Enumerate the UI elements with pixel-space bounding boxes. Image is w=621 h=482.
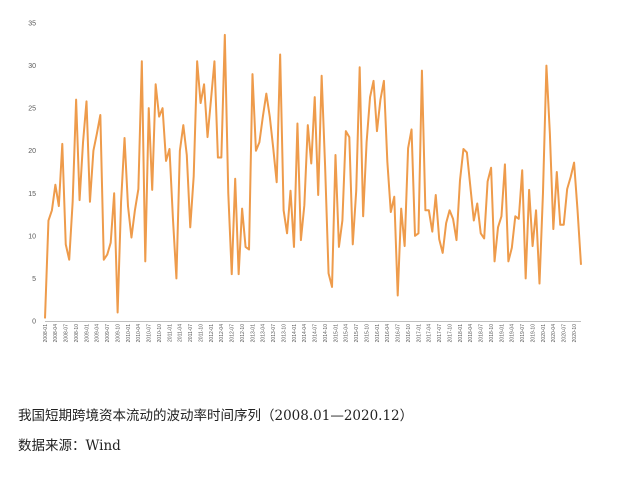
x-tick-label: 2017-07: [437, 324, 443, 343]
x-tick-label: 2018-07: [479, 324, 485, 343]
x-tick-label: 2009-04: [95, 324, 101, 343]
x-tick-label: 2014-01: [292, 324, 298, 343]
x-tick-label: 2014-07: [313, 324, 319, 343]
x-tick-label: 2013-10: [281, 324, 287, 343]
series-line: [44, 33, 582, 319]
x-tick-label: 2009-07: [105, 324, 111, 343]
x-tick-label: 2010-10: [157, 324, 163, 343]
x-tick-label: 2018-10: [489, 324, 495, 343]
y-tick-label: 30: [28, 63, 36, 70]
y-tick-label: 35: [28, 21, 36, 28]
x-tick-label: 2016-04: [385, 324, 391, 343]
x-tick-label: 2020-10: [572, 324, 578, 343]
data-source-note: 数据来源：Wind: [18, 438, 121, 454]
x-tick-label: 2020-04: [551, 324, 557, 343]
x-tick-label: 2017-04: [427, 324, 433, 343]
y-tick-label: 0: [32, 319, 36, 326]
y-tick-label: 10: [28, 233, 36, 240]
x-tick-label: 2012-01: [209, 324, 215, 343]
x-tick-label: 2020-07: [562, 324, 568, 343]
x-tick-label: 2018-04: [468, 324, 474, 343]
x-tick-label: 2016-01: [375, 324, 381, 343]
x-tick-label: 2011-04: [178, 324, 184, 342]
x-tick-label: 2016-07: [396, 324, 402, 343]
x-tick-label: 2015-07: [354, 324, 360, 343]
x-axis-tick-labels: 2008-01 2008-04 2008-07 2008-10 2009-01 2009-…: [43, 324, 578, 343]
x-tick-label: 2012-10: [240, 324, 246, 343]
x-tick-label: 2019-10: [530, 324, 536, 343]
x-tick-label: 2010-07: [147, 324, 153, 343]
x-tick-label: 2013-07: [271, 324, 277, 343]
x-tick-label: 2018-01: [458, 324, 464, 343]
x-tick-label: 2019-04: [510, 324, 516, 343]
x-tick-label: 2008-01: [43, 324, 49, 343]
x-tick-label: 2013-01: [250, 324, 256, 343]
x-tick-label: 2016-10: [406, 324, 412, 343]
x-tick-label: 2014-10: [323, 324, 329, 343]
y-tick-label: 15: [28, 191, 36, 198]
x-tick-label: 2020-01: [541, 324, 547, 343]
y-tick-label: 20: [28, 148, 36, 155]
x-tick-label: 2011-07: [188, 324, 194, 342]
x-tick-label: 2012-07: [230, 324, 236, 343]
x-tick-label: 2011-10: [198, 324, 204, 342]
x-tick-label: 2009-01: [84, 324, 90, 343]
y-tick-label: 5: [32, 276, 36, 283]
y-tick-label: 25: [28, 106, 36, 113]
x-tick-label: 2015-10: [364, 324, 370, 343]
x-tick-label: 2015-01: [333, 324, 339, 343]
x-tick-label: 2010-04: [136, 324, 142, 343]
x-tick-label: 2012-04: [219, 324, 225, 343]
x-tick-label: 2010-01: [126, 324, 132, 343]
x-tick-label: 2019-01: [499, 324, 505, 343]
y-axis-tick-labels: 0 5 10 15 20 25 30 35: [28, 21, 36, 326]
x-tick-label: 2017-10: [447, 324, 453, 343]
x-tick-label: 2009-10: [115, 324, 121, 343]
x-tick-label: 2011-01: [167, 324, 173, 342]
x-tick-label: 2008-10: [74, 324, 80, 343]
x-tick-label: 2017-01: [416, 324, 422, 343]
figure-title: 我国短期跨境资本流动的波动率时间序列（2008.01—2020.12）: [18, 408, 414, 424]
x-tick-label: 2008-04: [53, 324, 59, 343]
x-tick-label: 2013-04: [261, 324, 267, 343]
x-tick-label: 2008-07: [64, 324, 70, 343]
x-tick-label: 2019-07: [520, 324, 526, 343]
x-tick-label: 2014-04: [302, 324, 308, 343]
x-tick-label: 2015-04: [344, 324, 350, 343]
